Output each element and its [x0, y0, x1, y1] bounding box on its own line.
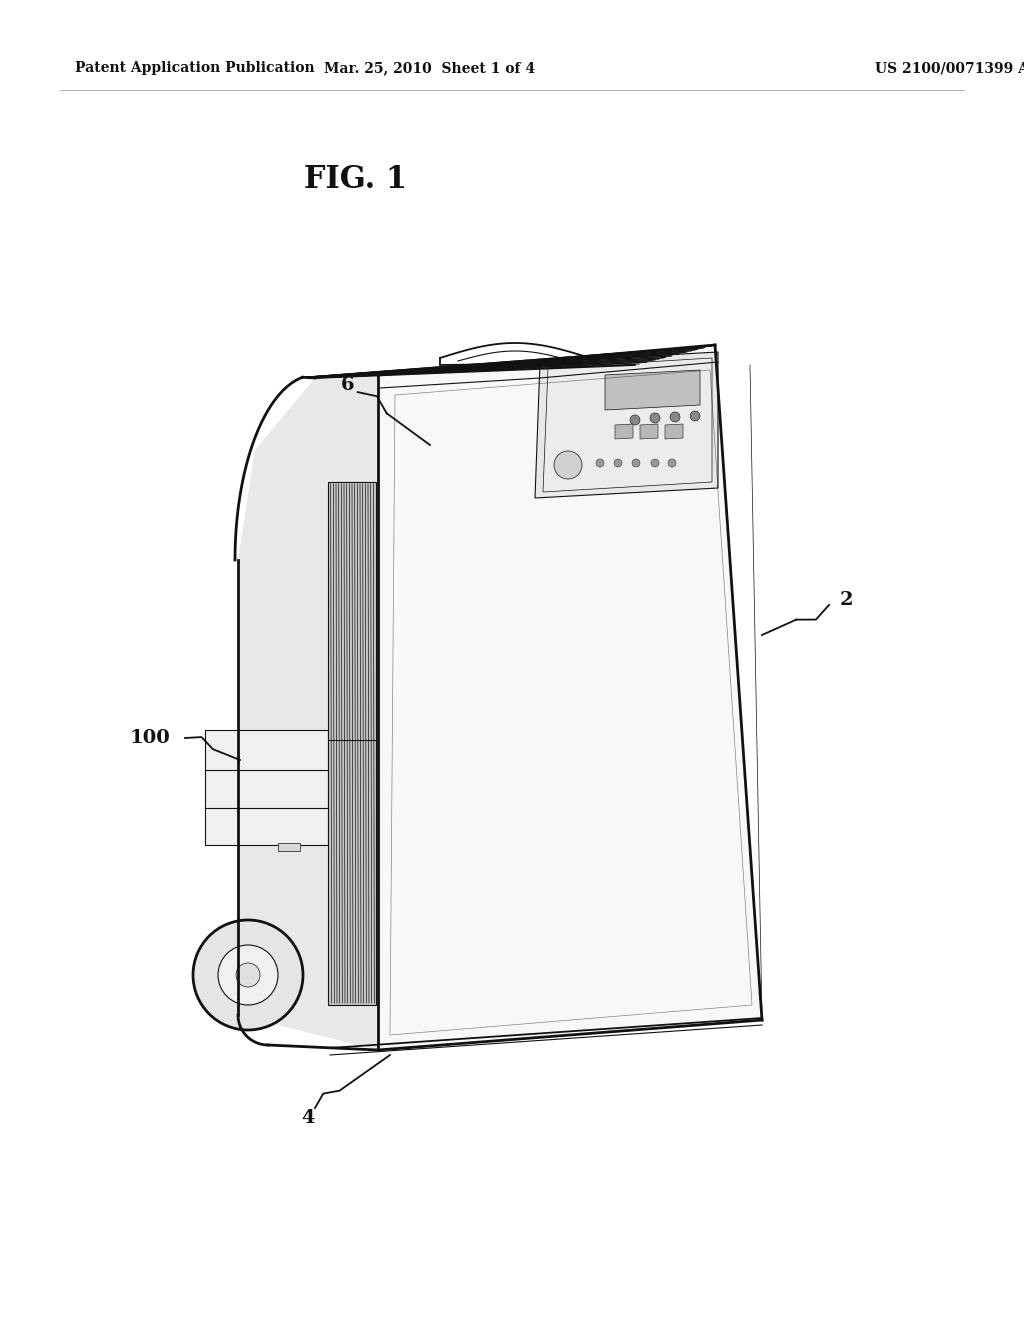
- Bar: [328, 482, 376, 1005]
- Circle shape: [193, 920, 303, 1030]
- Circle shape: [690, 411, 700, 421]
- Polygon shape: [665, 424, 683, 440]
- Text: FIG. 1: FIG. 1: [303, 165, 407, 195]
- Circle shape: [630, 414, 640, 425]
- Circle shape: [670, 412, 680, 422]
- Polygon shape: [640, 424, 658, 440]
- Bar: [278, 843, 300, 851]
- Circle shape: [236, 964, 260, 987]
- Text: 2: 2: [840, 591, 853, 609]
- Polygon shape: [543, 358, 712, 492]
- Text: Patent Application Publication: Patent Application Publication: [75, 61, 314, 75]
- Text: US 2100/0071399 A1: US 2100/0071399 A1: [874, 61, 1024, 75]
- Polygon shape: [205, 730, 328, 845]
- Polygon shape: [615, 424, 633, 440]
- Polygon shape: [535, 352, 718, 498]
- Circle shape: [218, 945, 278, 1005]
- Circle shape: [554, 451, 582, 479]
- Circle shape: [651, 459, 659, 467]
- Text: 100: 100: [129, 729, 170, 747]
- Circle shape: [668, 459, 676, 467]
- Polygon shape: [238, 375, 380, 1049]
- Text: 4: 4: [301, 1109, 314, 1127]
- Circle shape: [632, 459, 640, 467]
- Circle shape: [614, 459, 622, 467]
- Text: 6: 6: [341, 376, 354, 393]
- Polygon shape: [605, 370, 700, 411]
- Polygon shape: [378, 345, 762, 1049]
- Text: Mar. 25, 2010  Sheet 1 of 4: Mar. 25, 2010 Sheet 1 of 4: [325, 61, 536, 75]
- Circle shape: [596, 459, 604, 467]
- Polygon shape: [315, 345, 715, 378]
- Circle shape: [650, 413, 660, 422]
